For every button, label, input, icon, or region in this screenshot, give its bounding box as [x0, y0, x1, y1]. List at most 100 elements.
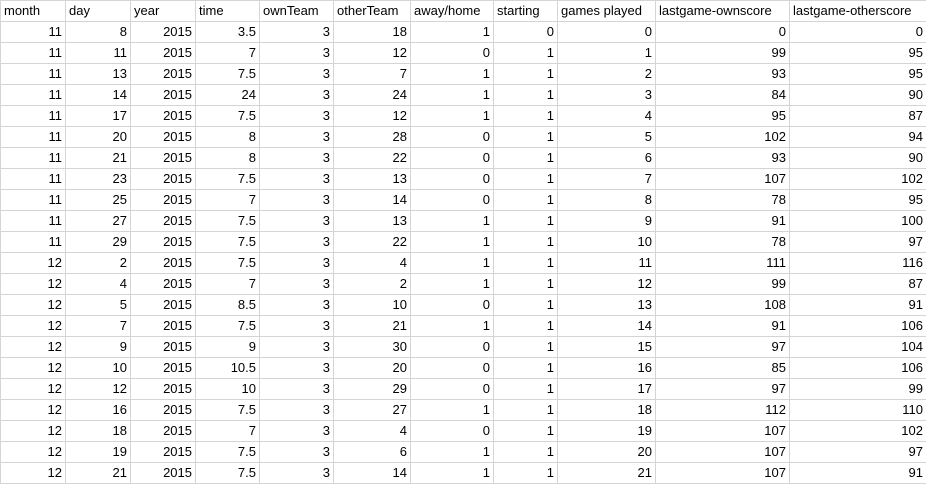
cell-otherteam[interactable]: 12 [334, 106, 411, 127]
cell-day[interactable]: 5 [66, 295, 131, 316]
cell-games-played[interactable]: 1 [558, 43, 656, 64]
cell-time[interactable]: 24 [196, 85, 260, 106]
cell-otherteam[interactable]: 6 [334, 442, 411, 463]
cell-lastgame-otherscore[interactable]: 95 [790, 64, 926, 85]
cell-ownteam[interactable]: 3 [260, 316, 334, 337]
cell-starting[interactable]: 1 [494, 127, 558, 148]
cell-month[interactable]: 11 [1, 85, 66, 106]
cell-day[interactable]: 21 [66, 463, 131, 484]
cell-day[interactable]: 20 [66, 127, 131, 148]
cell-games-played[interactable]: 10 [558, 232, 656, 253]
cell-otherteam[interactable]: 13 [334, 211, 411, 232]
cell-month[interactable]: 11 [1, 232, 66, 253]
cell-ownteam[interactable]: 3 [260, 442, 334, 463]
cell-lastgame-ownscore[interactable]: 112 [656, 400, 790, 421]
cell-starting[interactable]: 1 [494, 274, 558, 295]
cell-time[interactable]: 7.5 [196, 316, 260, 337]
cell-games-played[interactable]: 5 [558, 127, 656, 148]
cell-otherteam[interactable]: 30 [334, 337, 411, 358]
cell-away-home[interactable]: 1 [411, 85, 494, 106]
cell-year[interactable]: 2015 [131, 22, 196, 43]
cell-lastgame-ownscore[interactable]: 91 [656, 211, 790, 232]
cell-lastgame-ownscore[interactable]: 107 [656, 169, 790, 190]
cell-year[interactable]: 2015 [131, 316, 196, 337]
cell-away-home[interactable]: 1 [411, 211, 494, 232]
cell-time[interactable]: 7.5 [196, 169, 260, 190]
cell-lastgame-otherscore[interactable]: 99 [790, 379, 926, 400]
cell-month[interactable]: 12 [1, 400, 66, 421]
cell-day[interactable]: 8 [66, 22, 131, 43]
header-cell-ownteam[interactable]: ownTeam [260, 1, 334, 22]
cell-starting[interactable]: 1 [494, 190, 558, 211]
cell-ownteam[interactable]: 3 [260, 421, 334, 442]
cell-games-played[interactable]: 19 [558, 421, 656, 442]
cell-games-played[interactable]: 7 [558, 169, 656, 190]
cell-ownteam[interactable]: 3 [260, 463, 334, 484]
cell-time[interactable]: 7.5 [196, 64, 260, 85]
cell-starting[interactable]: 0 [494, 22, 558, 43]
cell-lastgame-ownscore[interactable]: 84 [656, 85, 790, 106]
cell-day[interactable]: 21 [66, 148, 131, 169]
cell-year[interactable]: 2015 [131, 148, 196, 169]
cell-lastgame-ownscore[interactable]: 95 [656, 106, 790, 127]
cell-otherteam[interactable]: 7 [334, 64, 411, 85]
cell-ownteam[interactable]: 3 [260, 85, 334, 106]
cell-ownteam[interactable]: 3 [260, 400, 334, 421]
cell-day[interactable]: 2 [66, 253, 131, 274]
cell-year[interactable]: 2015 [131, 400, 196, 421]
cell-month[interactable]: 12 [1, 442, 66, 463]
cell-month[interactable]: 12 [1, 358, 66, 379]
cell-lastgame-otherscore[interactable]: 0 [790, 22, 926, 43]
cell-day[interactable]: 17 [66, 106, 131, 127]
cell-day[interactable]: 10 [66, 358, 131, 379]
cell-lastgame-ownscore[interactable]: 107 [656, 442, 790, 463]
cell-lastgame-ownscore[interactable]: 93 [656, 148, 790, 169]
cell-away-home[interactable]: 1 [411, 232, 494, 253]
cell-year[interactable]: 2015 [131, 106, 196, 127]
cell-time[interactable]: 3.5 [196, 22, 260, 43]
cell-ownteam[interactable]: 3 [260, 106, 334, 127]
header-cell-month[interactable]: month [1, 1, 66, 22]
cell-away-home[interactable]: 1 [411, 463, 494, 484]
cell-otherteam[interactable]: 20 [334, 358, 411, 379]
cell-lastgame-ownscore[interactable]: 97 [656, 337, 790, 358]
cell-away-home[interactable]: 1 [411, 22, 494, 43]
cell-ownteam[interactable]: 3 [260, 148, 334, 169]
cell-year[interactable]: 2015 [131, 337, 196, 358]
cell-month[interactable]: 12 [1, 337, 66, 358]
cell-time[interactable]: 7.5 [196, 106, 260, 127]
cell-lastgame-ownscore[interactable]: 99 [656, 43, 790, 64]
cell-lastgame-ownscore[interactable]: 97 [656, 379, 790, 400]
header-cell-otherteam[interactable]: otherTeam [334, 1, 411, 22]
cell-games-played[interactable]: 9 [558, 211, 656, 232]
cell-away-home[interactable]: 0 [411, 421, 494, 442]
cell-lastgame-ownscore[interactable]: 85 [656, 358, 790, 379]
cell-time[interactable]: 7 [196, 421, 260, 442]
cell-games-played[interactable]: 4 [558, 106, 656, 127]
cell-lastgame-otherscore[interactable]: 100 [790, 211, 926, 232]
cell-year[interactable]: 2015 [131, 421, 196, 442]
cell-time[interactable]: 7 [196, 43, 260, 64]
cell-games-played[interactable]: 15 [558, 337, 656, 358]
cell-games-played[interactable]: 18 [558, 400, 656, 421]
cell-year[interactable]: 2015 [131, 43, 196, 64]
cell-otherteam[interactable]: 24 [334, 85, 411, 106]
cell-away-home[interactable]: 0 [411, 295, 494, 316]
cell-away-home[interactable]: 1 [411, 64, 494, 85]
cell-year[interactable]: 2015 [131, 127, 196, 148]
cell-starting[interactable]: 1 [494, 232, 558, 253]
header-cell-year[interactable]: year [131, 1, 196, 22]
cell-ownteam[interactable]: 3 [260, 274, 334, 295]
cell-away-home[interactable]: 0 [411, 358, 494, 379]
cell-ownteam[interactable]: 3 [260, 211, 334, 232]
cell-month[interactable]: 11 [1, 211, 66, 232]
cell-otherteam[interactable]: 14 [334, 190, 411, 211]
cell-away-home[interactable]: 1 [411, 106, 494, 127]
cell-games-played[interactable]: 3 [558, 85, 656, 106]
cell-away-home[interactable]: 1 [411, 253, 494, 274]
cell-lastgame-ownscore[interactable]: 107 [656, 463, 790, 484]
cell-lastgame-otherscore[interactable]: 90 [790, 85, 926, 106]
cell-starting[interactable]: 1 [494, 316, 558, 337]
cell-month[interactable]: 12 [1, 421, 66, 442]
cell-lastgame-ownscore[interactable]: 78 [656, 190, 790, 211]
